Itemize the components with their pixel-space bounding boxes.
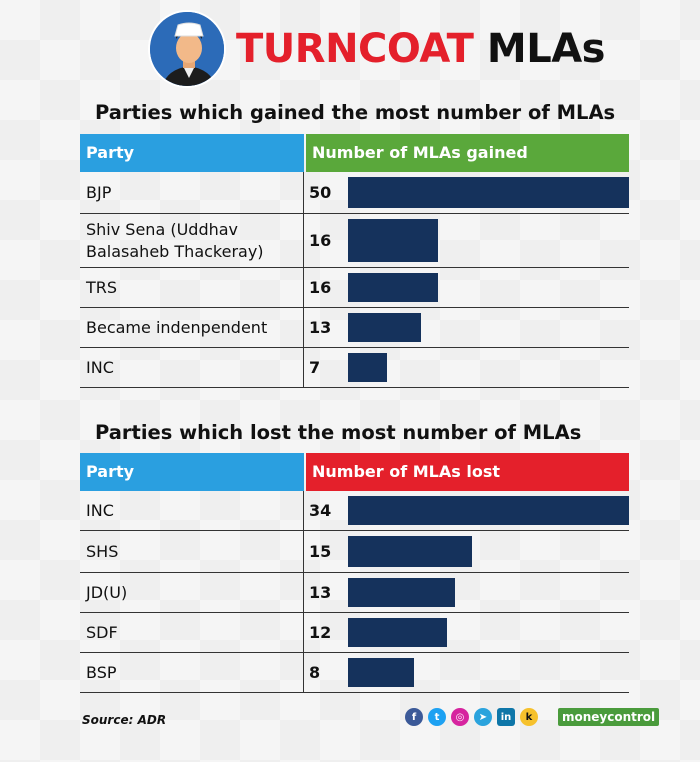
header: TURNCOAT MLAs bbox=[148, 10, 605, 92]
lost-value-label: 12 bbox=[309, 623, 332, 642]
gained-party-label: Became indenpendent bbox=[80, 308, 304, 347]
lost-bar-track bbox=[348, 531, 629, 572]
lost-bar-track bbox=[348, 491, 629, 530]
gained-value-cell: 16 bbox=[304, 214, 629, 267]
lost-table-header: Party Number of MLAs lost bbox=[80, 453, 629, 491]
lost-bar bbox=[348, 496, 629, 525]
lost-table: Party Number of MLAs lost INC 34 SHS 15 JD(U… bbox=[80, 453, 629, 693]
lost-table-row: BSP 8 bbox=[80, 653, 629, 693]
source-note: Source: ADR bbox=[82, 713, 167, 727]
lost-table-row: SHS 15 bbox=[80, 531, 629, 573]
gained-party-label: INC bbox=[80, 348, 304, 387]
instagram-icon[interactable]: ◎ bbox=[451, 708, 469, 726]
lost-party-label: INC bbox=[80, 491, 304, 530]
lost-value-label: 15 bbox=[309, 542, 332, 561]
lost-header-party: Party bbox=[80, 453, 304, 491]
twitter-icon[interactable]: t bbox=[428, 708, 446, 726]
lost-bar-track bbox=[348, 573, 629, 612]
gained-bar bbox=[348, 313, 422, 342]
lost-rows: INC 34 SHS 15 JD(U) 13 SDF 12 BSP 8 bbox=[80, 491, 629, 693]
gained-table-row: INC 7 bbox=[80, 348, 629, 388]
lost-bar bbox=[348, 578, 456, 607]
gained-bar bbox=[348, 177, 629, 208]
gained-value-cell: 7 bbox=[304, 348, 629, 387]
gained-table-row: TRS 16 bbox=[80, 268, 629, 308]
gained-section-title: Parties which gained the most number of … bbox=[95, 101, 616, 124]
gained-rows: BJP 50 Shiv Sena (Uddhav Balasaheb Thacker… bbox=[80, 172, 629, 388]
social-icons: f t ◎ ➤ in k bbox=[405, 708, 538, 726]
gained-value-cell: 16 bbox=[304, 268, 629, 307]
facebook-icon[interactable]: f bbox=[405, 708, 423, 726]
lost-value-cell: 34 bbox=[304, 491, 629, 530]
brand-logo: moneycontrol bbox=[558, 708, 660, 726]
lost-table-row: SDF 12 bbox=[80, 613, 629, 653]
lost-value-label: 8 bbox=[309, 663, 321, 682]
gained-bar bbox=[348, 219, 438, 262]
lost-party-label: SHS bbox=[80, 531, 304, 572]
gained-value-label: 50 bbox=[309, 183, 332, 202]
gained-bar bbox=[348, 353, 388, 382]
gained-header-party: Party bbox=[80, 134, 304, 172]
lost-bar-track bbox=[348, 653, 629, 692]
gained-value-label: 16 bbox=[309, 278, 332, 297]
title-accent: TURNCOAT bbox=[236, 26, 474, 72]
gained-bar bbox=[348, 273, 438, 302]
lost-value-cell: 12 bbox=[304, 613, 629, 652]
gained-table-row: BJP 50 bbox=[80, 172, 629, 214]
gained-value-label: 13 bbox=[309, 318, 332, 337]
lost-bar bbox=[348, 618, 448, 647]
gained-bar-track bbox=[348, 214, 629, 267]
lost-bar bbox=[348, 658, 415, 687]
gained-header-value: Number of MLAs gained bbox=[306, 134, 629, 172]
page-title: TURNCOAT MLAs bbox=[236, 26, 605, 72]
lost-party-label: SDF bbox=[80, 613, 304, 652]
lost-bar bbox=[348, 536, 472, 567]
gained-table: Party Number of MLAs gained BJP 50 Shiv Se… bbox=[80, 134, 629, 388]
lost-table-row: JD(U) 13 bbox=[80, 573, 629, 613]
gained-bar-track bbox=[348, 348, 629, 387]
gained-bar-track bbox=[348, 172, 629, 213]
lost-table-row: INC 34 bbox=[80, 491, 629, 531]
linkedin-icon[interactable]: in bbox=[497, 708, 515, 726]
lost-header-value: Number of MLAs lost bbox=[306, 453, 629, 491]
gained-bar-track bbox=[348, 308, 629, 347]
gained-value-cell: 13 bbox=[304, 308, 629, 347]
telegram-icon[interactable]: ➤ bbox=[474, 708, 492, 726]
gained-table-row: Became indenpendent 13 bbox=[80, 308, 629, 348]
gained-party-label: TRS bbox=[80, 268, 304, 307]
lost-party-label: BSP bbox=[80, 653, 304, 692]
gained-value-label: 7 bbox=[309, 358, 321, 377]
gained-bar-track bbox=[348, 268, 629, 307]
gained-table-row: Shiv Sena (Uddhav Balasaheb Thackeray) 16 bbox=[80, 214, 629, 268]
lost-value-label: 13 bbox=[309, 583, 332, 602]
gained-value-label: 16 bbox=[309, 231, 332, 250]
lost-value-cell: 15 bbox=[304, 531, 629, 572]
lost-value-label: 34 bbox=[309, 501, 332, 520]
title-rest: MLAs bbox=[486, 26, 606, 72]
lost-value-cell: 8 bbox=[304, 653, 629, 692]
gained-party-label: BJP bbox=[80, 172, 304, 213]
politician-avatar-icon bbox=[148, 10, 226, 88]
koo-icon[interactable]: k bbox=[520, 708, 538, 726]
gained-value-cell: 50 bbox=[304, 172, 629, 213]
gained-party-label: Shiv Sena (Uddhav Balasaheb Thackeray) bbox=[80, 214, 304, 267]
gained-table-header: Party Number of MLAs gained bbox=[80, 134, 629, 172]
lost-section-title: Parties which lost the most number of ML… bbox=[95, 421, 582, 444]
lost-party-label: JD(U) bbox=[80, 573, 304, 612]
lost-value-cell: 13 bbox=[304, 573, 629, 612]
lost-bar-track bbox=[348, 613, 629, 652]
